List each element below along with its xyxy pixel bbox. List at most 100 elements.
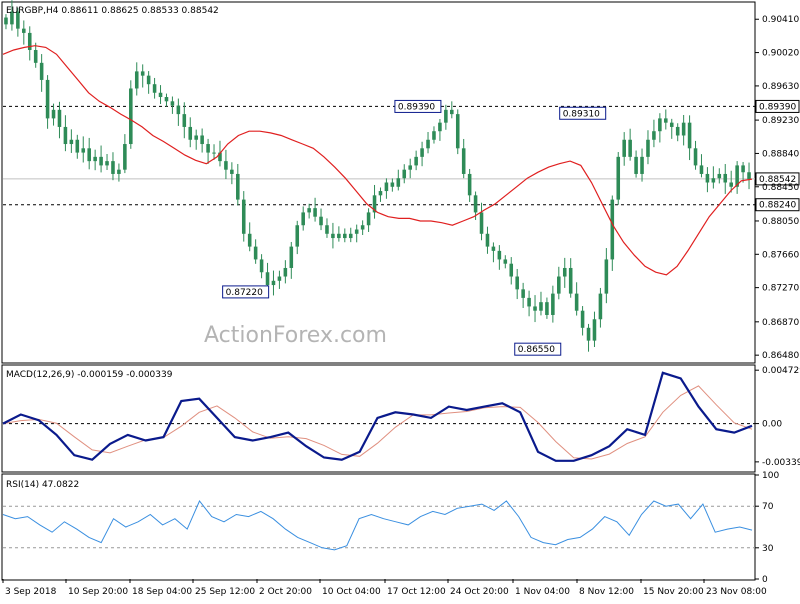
candle-body	[551, 293, 555, 315]
candle-body	[146, 75, 151, 85]
candle-body	[39, 62, 44, 80]
candle-body	[325, 225, 329, 234]
candle-body	[580, 310, 585, 328]
candle-body	[622, 139, 626, 157]
candle-body	[307, 208, 311, 213]
level-lines: 0.89390 0.88240 0.88542	[3, 99, 800, 212]
y-tick-label: 0.88840	[762, 149, 799, 159]
macd-panel-frame	[1, 364, 756, 473]
macd-title: MACD(12,26,9) -0.000159 -0.000339	[6, 370, 173, 380]
candle-body	[301, 212, 305, 226]
annotation-label: 0.86550	[518, 345, 555, 355]
candle-body	[741, 165, 745, 173]
candle-body	[283, 267, 288, 277]
candle-body	[319, 216, 323, 226]
candle-body	[4, 17, 8, 25]
candle-body	[681, 122, 686, 136]
rsi-title: RSI(14) 47.0822	[6, 480, 79, 490]
candle-body	[271, 280, 276, 286]
candle-body	[461, 148, 466, 174]
candle-body	[331, 233, 335, 239]
current-price-box	[755, 172, 800, 186]
x-tick-label: 24 Oct 20:00	[450, 587, 509, 597]
annotation-box	[394, 99, 442, 113]
candle-body	[63, 126, 68, 145]
macd-y-tick-label: 0.004729	[762, 366, 800, 376]
candle-body	[372, 195, 377, 213]
moving-average-line	[2, 45, 753, 276]
x-tick-label: 18 Sep 04:00	[132, 587, 192, 597]
candle-body	[616, 156, 621, 200]
candle-body	[640, 156, 644, 174]
candle-body	[348, 233, 353, 239]
candle-body	[93, 156, 97, 162]
candle-body	[408, 165, 412, 170]
candle-body	[574, 293, 579, 311]
y-tick-label: 0.90410	[762, 15, 799, 25]
x-tick-label: 10 Sep 20:00	[68, 587, 128, 597]
candle-body	[105, 161, 109, 166]
candle-body	[123, 144, 127, 170]
macd-y-tick-label: 0.00	[762, 420, 782, 430]
annotation-box	[559, 106, 607, 120]
candle-body	[295, 225, 300, 247]
candle-body	[218, 152, 222, 162]
price-panel-frame	[1, 1, 756, 364]
candle-body	[432, 131, 436, 140]
y-tick-label: 0.89630	[762, 82, 799, 92]
candle-body	[521, 289, 525, 298]
candle-body	[646, 139, 650, 157]
rsi-series: 100 70 30 0	[2, 471, 779, 585]
candle-body	[396, 178, 401, 187]
candle-body	[414, 156, 418, 166]
rsi-y-tick-label: 0	[762, 575, 768, 585]
annotation-label: 0.89390	[398, 102, 435, 112]
candle-body	[390, 182, 395, 187]
candle-body	[176, 105, 181, 115]
candle-body	[705, 173, 710, 183]
candle-body	[586, 327, 591, 341]
candle-body	[75, 139, 80, 153]
level-label: 0.88240	[759, 201, 796, 211]
candle-body	[45, 79, 50, 119]
candle-body	[378, 191, 383, 196]
candle-body	[444, 109, 448, 123]
candle-body	[479, 212, 484, 234]
watermark: ActionForex.com	[204, 323, 387, 348]
candle-body	[170, 101, 175, 106]
candle-body	[592, 319, 597, 341]
candle-body	[509, 263, 514, 277]
candle-body	[140, 71, 145, 76]
annotation-label: 0.89310	[563, 109, 600, 119]
candle-body	[693, 148, 698, 166]
candle-body	[426, 139, 430, 149]
macd-signal-line	[2, 385, 753, 460]
candle-body	[194, 135, 198, 140]
candle-body	[27, 32, 32, 51]
candle-body	[384, 182, 389, 192]
candle-body	[717, 173, 722, 179]
candle-body	[241, 199, 246, 234]
x-tick-label: 10 Oct 04:00	[322, 587, 381, 597]
candle-body	[99, 156, 103, 166]
candle-body	[22, 28, 26, 33]
x-tick-label: 25 Sep 12:00	[195, 587, 255, 597]
x-tick-label: 15 Nov 20:00	[643, 587, 704, 597]
candle-body	[729, 182, 733, 187]
level-box	[755, 198, 800, 212]
candle-body	[158, 92, 163, 98]
y-tick-label: 0.89230	[762, 116, 799, 126]
candle-body	[152, 84, 157, 93]
annotation-box	[514, 342, 562, 356]
x-tick-label: 1 Nov 04:00	[515, 587, 570, 597]
candle-body	[81, 148, 86, 153]
candle-body	[735, 165, 739, 187]
annotations: 0.89390 0.89310 0.87220 0.86550	[222, 99, 607, 356]
candle-body	[628, 139, 632, 157]
level-label: 0.89390	[759, 102, 796, 112]
moving-average-series	[2, 45, 753, 276]
candle-body	[450, 109, 454, 115]
candle-body	[473, 195, 478, 213]
